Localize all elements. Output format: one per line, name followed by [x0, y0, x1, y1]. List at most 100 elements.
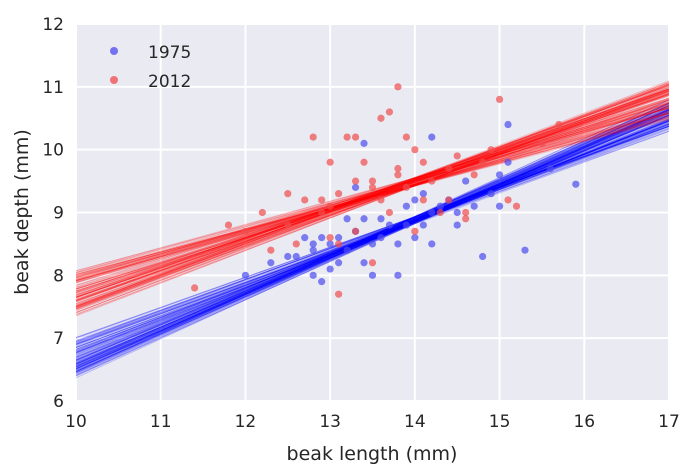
bootstrap-line [76, 92, 669, 309]
bootstrap-line [76, 81, 669, 308]
bootstrap-line [76, 93, 669, 301]
point-1975 [377, 215, 385, 223]
bootstrap-line [76, 111, 669, 274]
bootstrap-line [76, 88, 669, 305]
legend-label-1975: 1975 [148, 43, 191, 63]
point-1975 [402, 221, 410, 229]
bootstrap-line [76, 92, 669, 298]
bootstrap-line [76, 114, 669, 365]
bootstrap-line [76, 111, 669, 365]
bootstrap-line [76, 91, 669, 297]
bootstrap-line [76, 94, 669, 306]
bootstrap-line [76, 112, 669, 278]
bootstrap-line [76, 120, 669, 349]
point-1975 [335, 234, 343, 242]
y-axis-label: beak depth (mm) [11, 129, 33, 295]
bootstrap-line [76, 90, 669, 299]
point-1975 [394, 271, 402, 279]
point-2012 [351, 177, 360, 185]
point-1975 [495, 202, 504, 210]
bootstrap-line [76, 112, 669, 368]
point-2012 [326, 202, 334, 210]
point-2012 [224, 221, 233, 229]
bootstrap-line [76, 85, 669, 310]
point-1975 [360, 215, 368, 223]
bootstrap-line [76, 105, 669, 367]
bootstrap-line [76, 85, 669, 302]
bootstrap-line [76, 120, 669, 355]
regression-lines-2012 [76, 80, 669, 317]
point-2012 [368, 183, 377, 191]
point-1975 [428, 240, 436, 248]
bootstrap-line [76, 83, 669, 306]
bootstrap-line [76, 110, 669, 369]
x-tick-label: 16 [573, 412, 595, 432]
bootstrap-line [76, 118, 669, 353]
point-2012 [445, 164, 453, 173]
bootstrap-line [76, 90, 669, 299]
point-2012 [351, 227, 360, 235]
bootstrap-line [76, 107, 669, 281]
bootstrap-line [76, 126, 669, 349]
point-2012 [368, 177, 377, 185]
bootstrap-line [76, 105, 669, 371]
point-2012 [335, 240, 343, 248]
bootstrap-line [76, 99, 669, 290]
bootstrap-line [76, 125, 669, 342]
bootstrap-line [76, 100, 669, 282]
bootstrap-line [76, 107, 669, 290]
bootstrap-line [76, 120, 669, 352]
point-1975 [419, 221, 427, 229]
bootstrap-line [76, 110, 669, 370]
bootstrap-line [76, 90, 669, 313]
bootstrap-line [76, 89, 669, 310]
bootstrap-line [76, 91, 669, 308]
bootstrap-line [76, 104, 669, 286]
point-2012 [284, 221, 292, 229]
point-1975 [453, 208, 461, 217]
point-1975 [470, 202, 478, 210]
point-1975 [453, 221, 461, 229]
y-tick-label: 6 [53, 392, 64, 412]
point-2012 [402, 183, 410, 191]
point-2012 [495, 95, 504, 103]
bootstrap-line [76, 112, 669, 281]
bootstrap-line [76, 117, 669, 353]
point-2012 [377, 196, 385, 204]
bootstrap-line [76, 84, 669, 314]
bootstrap-line [76, 95, 669, 304]
bootstrap-line [76, 87, 669, 317]
point-2012 [377, 114, 385, 122]
point-1975 [402, 202, 410, 210]
x-tick-label: 15 [489, 412, 511, 432]
bootstrap-line [76, 106, 669, 373]
legend-label-2012: 2012 [148, 72, 191, 92]
bootstrap-line [76, 82, 669, 309]
point-2012 [284, 190, 292, 198]
bootstrap-line [76, 101, 669, 371]
point-2012 [419, 196, 427, 204]
bootstrap-line [76, 89, 669, 297]
point-1975 [428, 133, 436, 141]
bootstrap-line [76, 105, 669, 281]
point-1975 [335, 259, 343, 267]
bootstrap-line [76, 116, 669, 279]
point-2012 [335, 290, 343, 298]
point-1975 [504, 158, 512, 166]
bootstrap-line [76, 115, 669, 359]
bootstrap-line [76, 108, 669, 365]
point-2012 [191, 284, 199, 292]
point-1975 [411, 234, 419, 242]
bootstrap-line [76, 86, 669, 307]
bootstrap-line [76, 99, 669, 373]
bootstrap-line [76, 123, 669, 343]
bootstrap-line [76, 99, 669, 373]
bootstrap-line [76, 90, 669, 312]
bootstrap-line [76, 122, 669, 347]
bootstrap-line [76, 105, 669, 374]
bootstrap-line [76, 98, 669, 298]
point-2012 [538, 139, 546, 147]
bootstrap-line [76, 114, 669, 361]
